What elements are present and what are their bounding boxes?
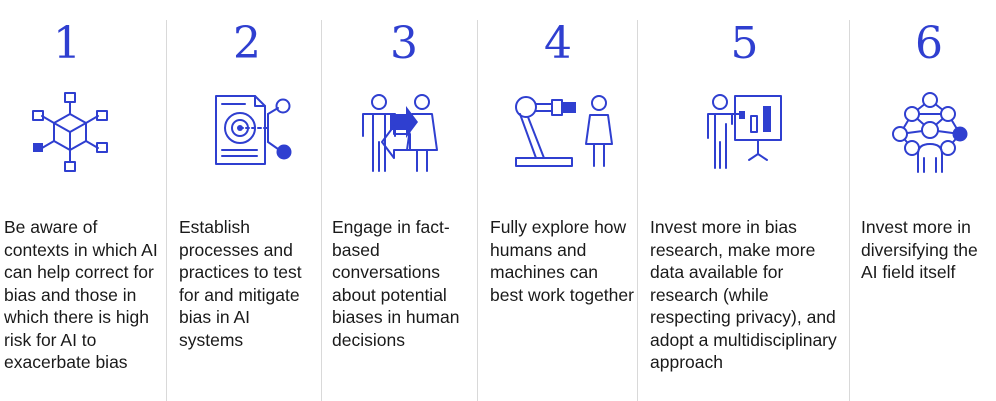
network-cube-icon <box>30 92 110 172</box>
step-number: 2 <box>167 18 327 70</box>
step-text: Engage in fact-based conversations about… <box>332 216 474 351</box>
step-2: 2 Establish processes and practices to t… <box>167 0 321 401</box>
step-3: 3 Engage in fact-based conversations abo… <box>322 0 477 401</box>
step-text: Establish processes and practices to tes… <box>179 216 319 351</box>
robot-arm-human-icon <box>514 92 614 172</box>
presenter-chart-icon <box>705 92 787 172</box>
person-network-icon <box>890 92 972 174</box>
step-text: Invest more in diversifying the AI field… <box>861 216 995 284</box>
step-1: 1 Be aware of contexts in which AI ca <box>0 0 166 401</box>
step-5: 5 Invest more in bias research, make mor… <box>638 0 849 401</box>
document-target-icon <box>213 92 295 172</box>
step-text: Fully explore how humans and machines ca… <box>490 216 635 306</box>
step-4: 4 Fully explore how humans and machines … <box>478 0 637 401</box>
step-number: 4 <box>478 18 638 70</box>
step-number: 6 <box>850 18 996 70</box>
step-number: 5 <box>638 18 851 70</box>
step-6: 6 <box>850 0 996 401</box>
step-text: Be aware of contexts in which AI can hel… <box>4 216 162 374</box>
people-conversation-icon <box>360 92 442 174</box>
step-number: 3 <box>322 18 486 70</box>
step-number: 1 <box>0 18 134 70</box>
step-text: Invest more in bias research, make more … <box>650 216 846 374</box>
